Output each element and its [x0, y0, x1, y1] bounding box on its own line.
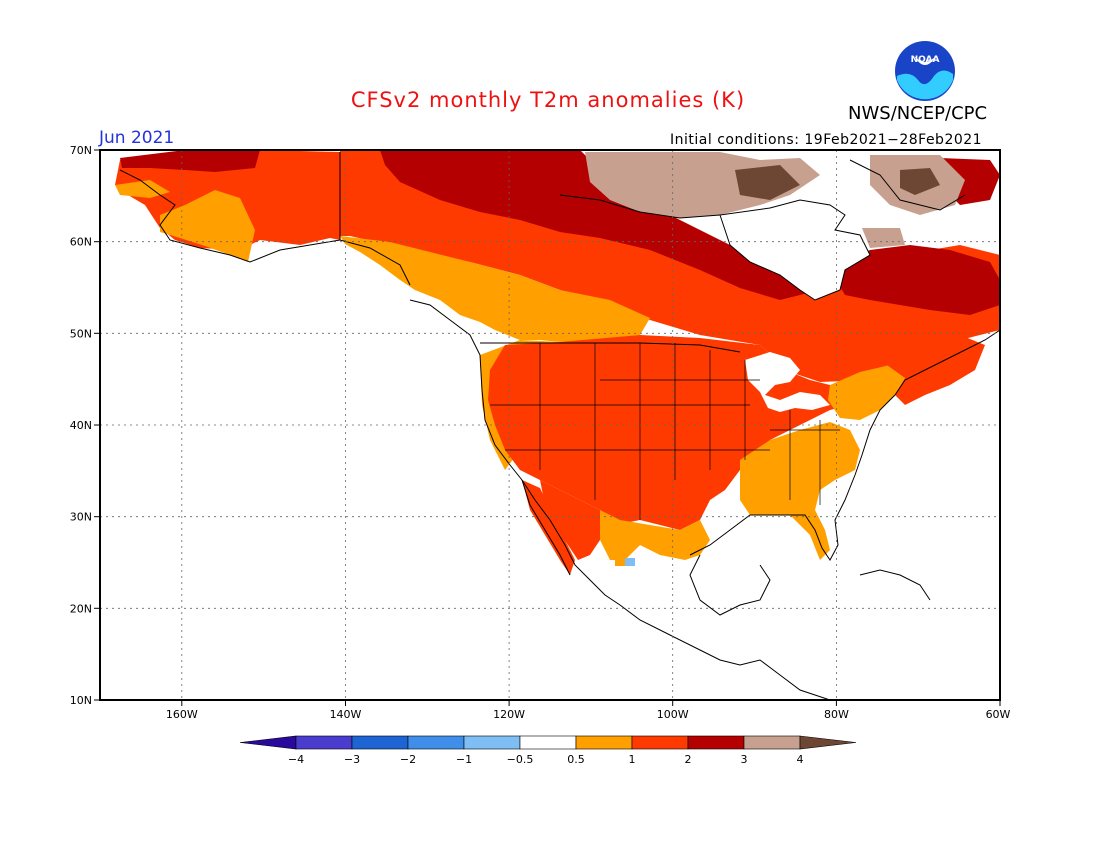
- noaa-logo-icon: NOAA: [895, 41, 955, 101]
- colorbar-tick-label: −3: [344, 753, 360, 766]
- colorbar-box: [519, 735, 577, 750]
- forecast-month: Jun 2021: [99, 128, 175, 148]
- colorbar-box: [295, 735, 353, 750]
- map-title: CFSv2 monthly T2m anomalies (K): [350, 88, 746, 112]
- west-coast-line: [409, 299, 621, 606]
- region-mexico-orange-dot: [615, 558, 625, 566]
- svg-text:NOAA: NOAA: [911, 55, 940, 65]
- lon-label: 120W: [493, 708, 525, 721]
- hudson-line: [719, 199, 871, 301]
- yucatan-line: [689, 554, 771, 616]
- state-borders: [490, 343, 840, 520]
- region-newengland-red: [880, 335, 985, 405]
- lat-label: 10N: [70, 694, 92, 707]
- lat-label: 50N: [70, 327, 92, 340]
- colorbar-box: [687, 735, 745, 750]
- region-quebec-darkred: [830, 245, 1000, 315]
- great-lakes: [745, 352, 830, 412]
- colorbar-tick-label: −2: [400, 753, 416, 766]
- lon-label: 100W: [657, 708, 689, 721]
- colorbar-box: [631, 735, 689, 750]
- colorbar-tick-label: −0.5: [507, 753, 534, 766]
- lat-label: 40N: [70, 419, 92, 432]
- colorbar-tick-label: −1: [456, 753, 472, 766]
- region-canada-orange: [340, 236, 650, 342]
- colorbar-left-arrow: [239, 735, 297, 750]
- colorbar-tick-label: −4: [288, 753, 304, 766]
- region-southeast-orange: [740, 422, 860, 560]
- region-arctic-brown: [735, 165, 800, 200]
- cuba-line: [859, 569, 931, 601]
- org-label: NWS/NCEP/CPC: [848, 103, 988, 124]
- region-baja-red: [522, 480, 575, 575]
- arctic-line-2: [849, 159, 966, 211]
- colorbar-tick-label: 3: [741, 753, 748, 766]
- region-hudson-tan: [862, 228, 905, 248]
- color-bar: −4 −3 −2 −1 −0.5 0.5 1 2 3 4: [239, 735, 857, 766]
- region-baffin-brown: [900, 168, 940, 195]
- colorbar-box: [463, 735, 521, 750]
- colorbar-box: [407, 735, 465, 750]
- region-texas-orange: [600, 510, 710, 560]
- alaska-coast-line: [119, 169, 411, 286]
- region-mexico-red: [540, 480, 600, 560]
- colorbar-right-arrow: [799, 735, 857, 750]
- colorbar-tick-label: 4: [797, 753, 804, 766]
- colorbar-box: [351, 735, 409, 750]
- us-canada-border: [480, 342, 741, 353]
- lat-label: 30N: [70, 511, 92, 524]
- arctic-line-1: [559, 194, 721, 219]
- coastlines: [119, 152, 1000, 700]
- colorbar-tick-label: 2: [685, 753, 692, 766]
- region-alaska-darkred: [120, 150, 260, 172]
- region-alaska-orange-west: [115, 180, 170, 198]
- colorbar-tick-label: 0.5: [567, 753, 585, 766]
- lon-label: 60W: [986, 708, 1011, 721]
- colorbar-tick-label: 1: [629, 753, 636, 766]
- lat-label: 20N: [70, 602, 92, 615]
- region-canada-darkred: [380, 150, 820, 300]
- lat-label: 60N: [70, 236, 92, 249]
- grid-lines: [100, 150, 1000, 700]
- mexico-line: [619, 604, 831, 700]
- lon-label: 140W: [330, 708, 362, 721]
- region-mexico-lightblue: [625, 558, 635, 566]
- colorbar-box: [743, 735, 801, 750]
- baja-line: [521, 479, 571, 576]
- lat-axis-labels: 70N 60N 50N 40N 30N 20N 10N: [70, 144, 92, 707]
- hudson-bay: [720, 200, 870, 300]
- lat-label: 70N: [70, 144, 92, 157]
- region-northeast-orange: [828, 365, 905, 420]
- region-alaska-orange: [160, 190, 255, 262]
- lon-label: 80W: [824, 708, 849, 721]
- colorbar-box: [575, 735, 633, 750]
- axis-ticks: [94, 149, 1001, 706]
- initial-conditions: Initial conditions: 19Feb2021−28Feb2021: [670, 132, 983, 148]
- lon-label: 160W: [166, 708, 198, 721]
- ne-coast-line: [894, 329, 1000, 396]
- lon-axis-labels: 160W 140W 120W 100W 80W 60W: [166, 708, 1011, 721]
- gulf-coast-line: [689, 394, 896, 561]
